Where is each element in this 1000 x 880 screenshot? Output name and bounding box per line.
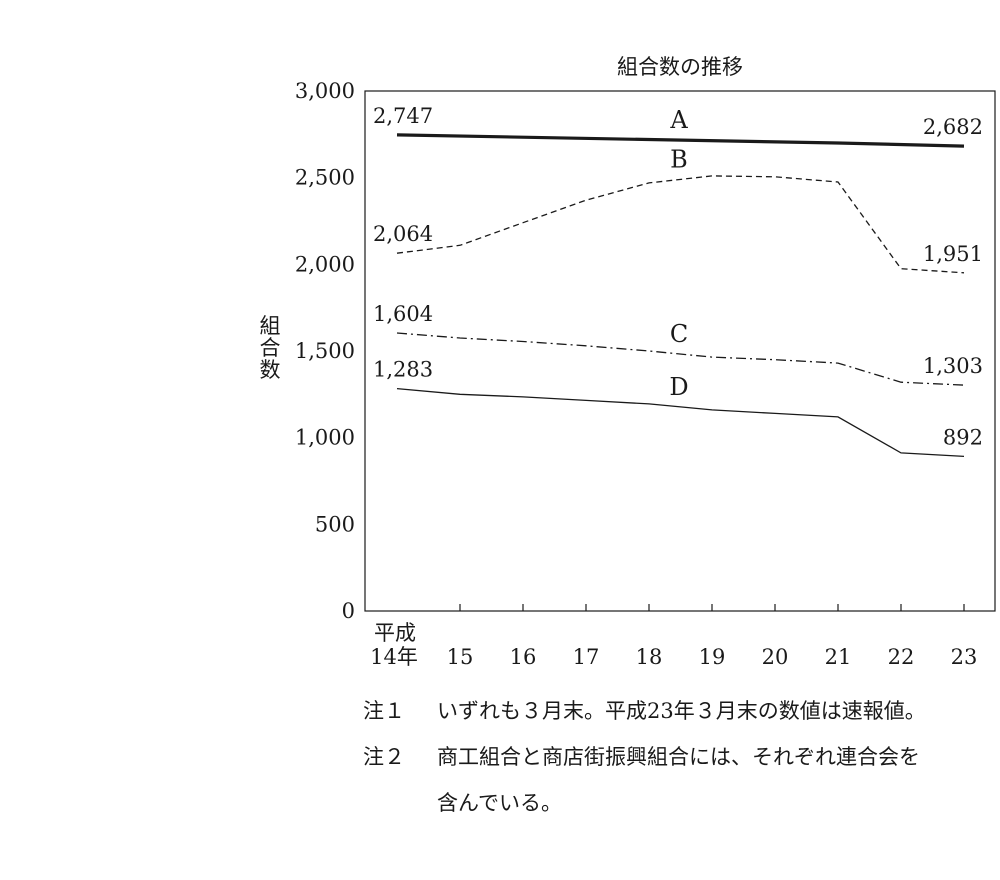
y-tick-label: 2,500 xyxy=(295,166,355,190)
x-tick-label: 16 xyxy=(510,645,537,669)
series-line-B xyxy=(396,175,965,274)
x-axis-prefix: 平成 xyxy=(374,621,416,645)
y-tick-label: 500 xyxy=(315,512,355,536)
data-label-end-D: 892 xyxy=(943,425,983,449)
y-tick-label: 0 xyxy=(342,599,355,623)
note-2-text: 商工組合と商店街振興組合には、それぞれ連合会を xyxy=(437,745,920,769)
series-line-C xyxy=(396,332,965,386)
series-name-C: C xyxy=(670,320,688,348)
note-1-label: 注１ xyxy=(363,699,405,723)
y-tick-label: 1,000 xyxy=(295,426,355,450)
x-tick-label: 23 xyxy=(951,645,978,669)
y-tick-label: 2,000 xyxy=(295,252,355,276)
note-2-text-continued: 含んでいる。 xyxy=(437,791,562,815)
series-lines xyxy=(396,133,965,458)
series-name-A: A xyxy=(669,106,688,134)
x-tick-label: 17 xyxy=(573,645,600,669)
note-2: 注２ 商工組合と商店街振興組合には、それぞれ連合会を xyxy=(363,734,993,780)
data-label-start-A: 2,747 xyxy=(373,104,433,128)
series-line-A xyxy=(396,133,965,148)
y-axis-label-char: 数 xyxy=(260,358,281,382)
x-tick-label: 15 xyxy=(447,645,474,669)
y-tick-label: 3,000 xyxy=(295,79,355,103)
data-labels: 2,747 2,682 A 2,064 1,951 B 1,604 1,303 C 1,283 89… xyxy=(373,104,983,450)
plot-frame xyxy=(364,90,996,612)
notes: 注１ いずれも３月末。平成23年３月末の数値は速報値。 注２ 商工組合と商店街振… xyxy=(363,688,993,826)
chart-title: 組合数の推移 xyxy=(617,55,743,79)
note-2-label: 注２ xyxy=(363,745,405,769)
series-name-D: D xyxy=(669,373,688,401)
series-name-B: B xyxy=(670,145,688,173)
y-tick-label: 1,500 xyxy=(295,339,355,363)
x-tick-label: 20 xyxy=(762,645,789,669)
data-label-start-D: 1,283 xyxy=(373,358,433,382)
y-axis-label-char: 合 xyxy=(260,336,281,360)
y-axis-label-char: 組 xyxy=(260,314,281,338)
note-2-continued: 含んでいる。 xyxy=(363,780,993,826)
note-1: 注１ いずれも３月末。平成23年３月末の数値は速報値。 xyxy=(363,688,993,734)
line-chart: 組合数の推移 組合数 0 500 1,000 1,500 2,000 2,500 3,000… xyxy=(260,55,996,669)
y-axis-label: 組合数 xyxy=(260,314,281,382)
x-tick-label: 22 xyxy=(888,645,915,669)
data-label-start-B: 2,064 xyxy=(373,222,433,246)
series-line-D xyxy=(396,387,965,458)
x-tick-label: 18 xyxy=(636,645,663,669)
note-1-text: いずれも３月末。平成23年３月末の数値は速報値。 xyxy=(437,699,926,723)
data-label-end-C: 1,303 xyxy=(923,354,983,378)
x-tick-label: 14年 xyxy=(370,645,418,669)
data-label-end-A: 2,682 xyxy=(923,115,983,139)
data-label-start-C: 1,604 xyxy=(373,302,433,326)
x-tick-label: 19 xyxy=(699,645,726,669)
data-label-end-B: 1,951 xyxy=(923,242,983,266)
x-tick-label: 21 xyxy=(825,645,852,669)
